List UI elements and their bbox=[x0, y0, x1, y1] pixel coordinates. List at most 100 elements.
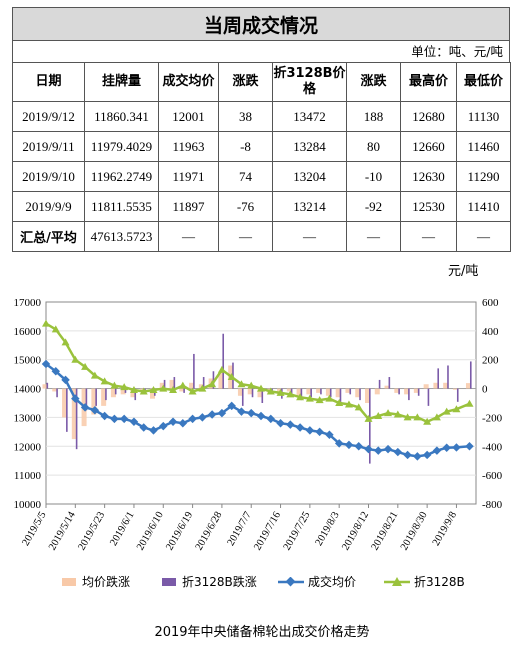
bar-3128b-change bbox=[329, 388, 332, 398]
table-cell: -10 bbox=[346, 161, 401, 192]
bar-price-change bbox=[159, 382, 165, 389]
point-3128b-price bbox=[217, 365, 226, 373]
table-cell: 11897 bbox=[158, 191, 219, 222]
point-3128b-price bbox=[286, 390, 295, 398]
table-cell: 12530 bbox=[400, 191, 457, 222]
legend-swatch-line bbox=[384, 576, 410, 586]
point-avg-price bbox=[334, 439, 344, 448]
right-axis-tick-label: 200 bbox=[482, 355, 499, 367]
bar-price-change bbox=[91, 388, 97, 415]
point-avg-price bbox=[168, 417, 178, 426]
bar-3128b-change bbox=[369, 388, 371, 464]
table-cell: 74 bbox=[218, 161, 273, 192]
bar-3128b-change bbox=[320, 388, 322, 395]
bar-3128b-change bbox=[310, 388, 312, 398]
point-avg-price bbox=[383, 444, 393, 454]
header-avg-price: 成交均价 bbox=[158, 62, 219, 102]
table-cell: 11963 bbox=[158, 131, 219, 162]
point-3128b-price bbox=[110, 381, 119, 389]
bar-3128b-change bbox=[261, 388, 264, 403]
bar-price-change bbox=[42, 384, 48, 389]
point-3128b-price bbox=[208, 380, 217, 388]
bar-3128b-change bbox=[469, 361, 472, 389]
point-avg-price bbox=[198, 413, 207, 422]
point-avg-price bbox=[442, 443, 451, 452]
legend-item-3128b-price: 折3128B bbox=[384, 573, 465, 590]
legend-swatch-bar bbox=[62, 577, 76, 586]
point-3128b-price bbox=[442, 407, 451, 415]
point-avg-price bbox=[227, 401, 236, 411]
point-3128b-price bbox=[81, 362, 90, 370]
bar-3128b-change bbox=[66, 388, 68, 432]
left-axis-tick-label: 10000 bbox=[14, 499, 42, 511]
point-avg-price bbox=[100, 411, 109, 421]
table-cell: — bbox=[456, 221, 511, 252]
point-avg-price bbox=[354, 442, 363, 451]
bar-3128b-change bbox=[183, 388, 185, 393]
table-summary-row: 汇总/平均 47613.5723 — — — — — — bbox=[12, 221, 511, 252]
table-cell: 11962.2749 bbox=[84, 161, 159, 192]
bar-3128b-change bbox=[95, 388, 97, 406]
point-avg-price bbox=[139, 423, 148, 432]
table-cell: 11971 bbox=[158, 161, 219, 192]
x-axis-tick-label: 2019/5/5 bbox=[20, 510, 48, 548]
bar-price-change bbox=[218, 371, 224, 389]
bar-price-change bbox=[365, 388, 370, 403]
point-avg-price bbox=[159, 421, 168, 431]
point-3128b-price bbox=[247, 381, 256, 389]
point-avg-price bbox=[246, 408, 256, 418]
point-3128b-price bbox=[305, 394, 314, 402]
bar-price-change bbox=[345, 388, 351, 393]
point-3128b-price bbox=[188, 387, 197, 395]
point-3128b-price bbox=[374, 411, 383, 419]
bar-price-change bbox=[355, 388, 361, 398]
point-3128b-price bbox=[227, 373, 236, 381]
bar-price-change bbox=[452, 388, 458, 390]
right-axis-tick-label: -400 bbox=[482, 441, 503, 453]
x-axis-tick-label: 2019/6/28 bbox=[194, 510, 225, 552]
table-cell: — bbox=[158, 221, 219, 252]
table-cell: -76 bbox=[218, 191, 273, 222]
table-cell: 13204 bbox=[272, 161, 347, 192]
table-cell: 13472 bbox=[272, 101, 347, 132]
header-date: 日期 bbox=[12, 62, 85, 102]
table-cell: — bbox=[272, 221, 347, 252]
point-3128b-price bbox=[315, 396, 324, 404]
table-cell: 汇总/平均 bbox=[12, 221, 85, 252]
left-axis-tick-label: 13000 bbox=[14, 412, 42, 424]
table-row: 2019/9/12 11860.341 12001 38 13472 188 1… bbox=[12, 101, 511, 132]
bar-price-change bbox=[465, 383, 471, 389]
point-avg-price bbox=[465, 442, 474, 451]
left-axis-tick-label: 17000 bbox=[14, 297, 42, 309]
header-3128b-price: 折3128B价格 bbox=[272, 62, 347, 102]
line-avg-price bbox=[45, 362, 470, 458]
bar-price-change bbox=[443, 382, 449, 389]
point-3128b-price bbox=[266, 387, 275, 395]
point-avg-price bbox=[286, 420, 295, 429]
table-cell: 12680 bbox=[400, 101, 457, 132]
bar-3128b-change bbox=[427, 388, 430, 406]
point-3128b-price bbox=[139, 387, 148, 395]
right-axis-tick-label: -600 bbox=[482, 470, 503, 482]
legend-swatch-bar bbox=[162, 577, 176, 586]
bar-price-change bbox=[413, 388, 419, 393]
chart-caption: 2019年中央储备棉轮出成交价格走势 bbox=[154, 625, 370, 640]
table-cell: 188 bbox=[346, 101, 401, 132]
point-avg-price bbox=[129, 417, 139, 426]
header-min-price: 最低价 bbox=[456, 62, 511, 102]
bar-3128b-change bbox=[447, 365, 449, 389]
point-3128b-price bbox=[42, 319, 50, 327]
point-3128b-price bbox=[61, 338, 70, 346]
weekly-transactions-table: 日期 挂牌量 成交均价 涨跌 折3128B价格 涨跌 最高价 最低价 2019/… bbox=[12, 62, 511, 252]
point-avg-price bbox=[364, 444, 373, 454]
point-avg-price bbox=[51, 367, 61, 376]
point-3128b-price bbox=[198, 384, 207, 392]
x-axis-tick-label: 2019/7/16 bbox=[252, 510, 283, 552]
table-row: 2019/9/10 11962.2749 11971 74 13204 -10 … bbox=[12, 161, 511, 192]
bar-price-change bbox=[110, 388, 116, 398]
x-axis-tick-label: 2019/5/14 bbox=[47, 509, 78, 552]
bar-3128b-change bbox=[417, 388, 420, 396]
point-3128b-price bbox=[354, 403, 363, 411]
point-3128b-price bbox=[237, 380, 246, 388]
left-axis-tick-label: 12000 bbox=[14, 441, 42, 453]
